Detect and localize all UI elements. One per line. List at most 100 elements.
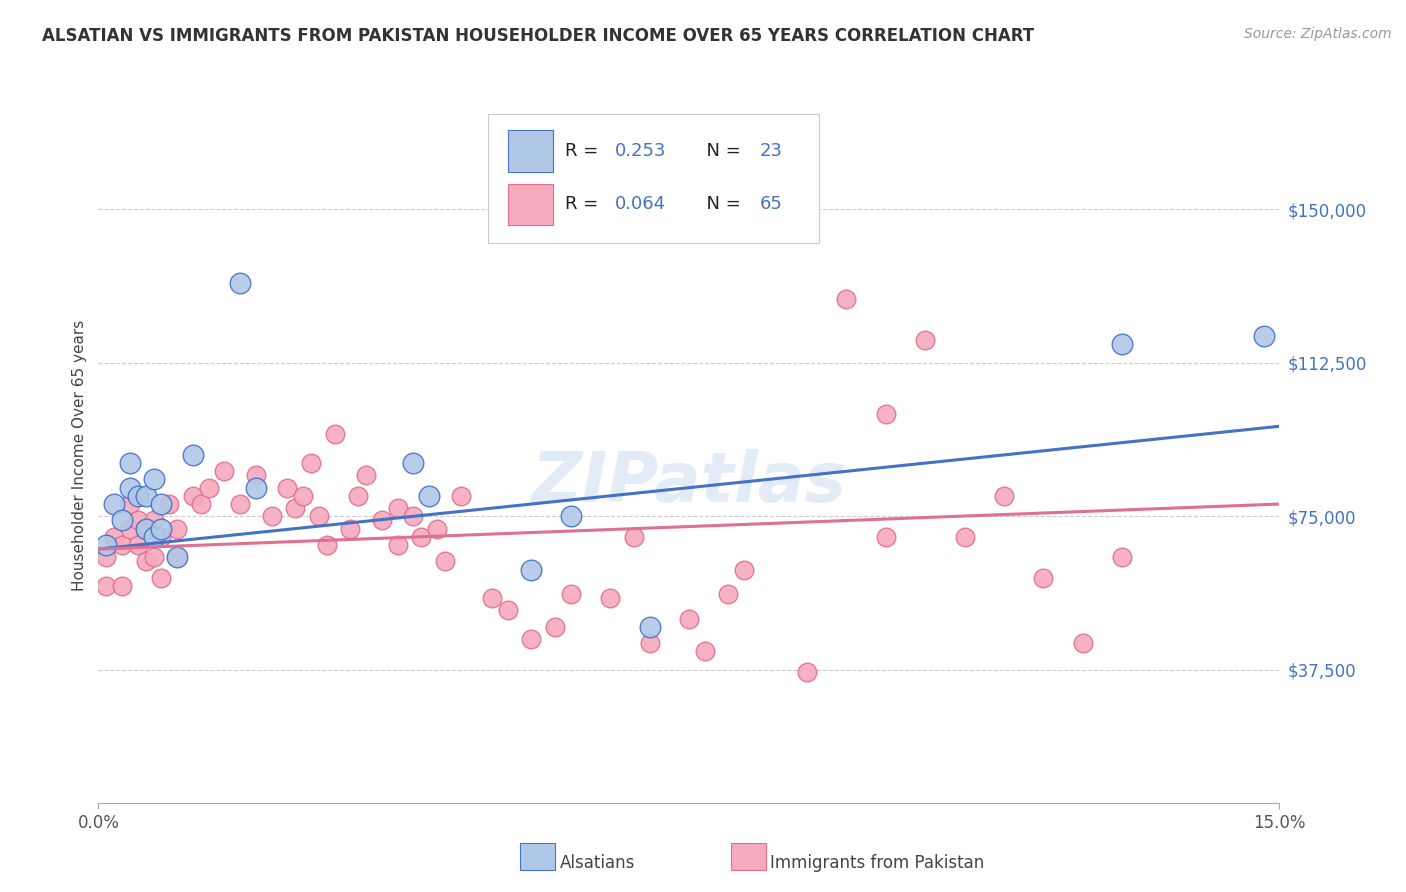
Point — [135, 554, 157, 568]
Point — [142, 530, 165, 544]
Point — [835, 293, 858, 307]
Text: Alsatians: Alsatians — [560, 854, 636, 871]
Point — [638, 620, 661, 634]
Point — [214, 464, 236, 478]
Point — [96, 538, 118, 552]
Point — [1111, 337, 1133, 351]
Point — [418, 489, 440, 503]
Point — [284, 501, 307, 516]
Point — [678, 612, 700, 626]
Point — [796, 665, 818, 679]
Text: 0.064: 0.064 — [614, 195, 665, 213]
Point — [387, 501, 409, 516]
Text: N =: N = — [695, 142, 747, 160]
Point — [260, 509, 283, 524]
Point — [127, 538, 149, 552]
Point — [245, 468, 267, 483]
Point — [229, 497, 252, 511]
Point — [339, 522, 361, 536]
Point — [103, 530, 125, 544]
Point — [135, 522, 157, 536]
Point — [599, 591, 621, 606]
Point — [717, 587, 740, 601]
Point — [1032, 571, 1054, 585]
Point — [1111, 550, 1133, 565]
Point — [638, 636, 661, 650]
Point — [245, 481, 267, 495]
Point — [387, 538, 409, 552]
Text: N =: N = — [695, 195, 747, 213]
Point — [118, 497, 141, 511]
Point — [181, 448, 204, 462]
Point — [111, 538, 134, 552]
Point — [520, 632, 543, 646]
Point — [520, 562, 543, 576]
Point — [157, 497, 180, 511]
Point — [118, 522, 141, 536]
Point — [347, 489, 370, 503]
Point — [450, 489, 472, 503]
Bar — [508, 130, 553, 172]
Text: R =: R = — [565, 142, 605, 160]
Point — [166, 550, 188, 565]
Point — [150, 497, 173, 511]
Point — [323, 427, 346, 442]
Text: Immigrants from Pakistan: Immigrants from Pakistan — [770, 854, 984, 871]
Point — [127, 489, 149, 503]
Point — [411, 530, 433, 544]
Point — [292, 489, 315, 503]
Text: R =: R = — [565, 195, 605, 213]
Point — [875, 530, 897, 544]
Y-axis label: Householder Income Over 65 years: Householder Income Over 65 years — [72, 319, 87, 591]
Point — [433, 554, 456, 568]
Point — [190, 497, 212, 511]
Text: Source: ZipAtlas.com: Source: ZipAtlas.com — [1244, 27, 1392, 41]
Point — [733, 562, 755, 576]
Point — [953, 530, 976, 544]
Point — [96, 550, 118, 565]
Point — [371, 513, 394, 527]
Point — [150, 530, 173, 544]
Point — [150, 571, 173, 585]
Point — [623, 530, 645, 544]
Point — [96, 579, 118, 593]
Point — [276, 481, 298, 495]
Text: ZIPatlas: ZIPatlas — [531, 450, 846, 516]
Text: 0.253: 0.253 — [614, 142, 666, 160]
Point — [560, 509, 582, 524]
Point — [560, 587, 582, 601]
Point — [142, 473, 165, 487]
Point — [142, 513, 165, 527]
Point — [875, 407, 897, 421]
Point — [118, 456, 141, 470]
Point — [1071, 636, 1094, 650]
Point — [354, 468, 377, 483]
Point — [103, 497, 125, 511]
FancyBboxPatch shape — [488, 114, 818, 243]
Point — [111, 579, 134, 593]
Point — [496, 603, 519, 617]
Point — [118, 481, 141, 495]
Point — [197, 481, 219, 495]
Point — [315, 538, 337, 552]
Point — [229, 276, 252, 290]
Text: ALSATIAN VS IMMIGRANTS FROM PAKISTAN HOUSEHOLDER INCOME OVER 65 YEARS CORRELATIO: ALSATIAN VS IMMIGRANTS FROM PAKISTAN HOU… — [42, 27, 1035, 45]
Point — [135, 522, 157, 536]
Point — [402, 456, 425, 470]
Text: 65: 65 — [759, 195, 783, 213]
Text: 23: 23 — [759, 142, 783, 160]
Point — [544, 620, 567, 634]
Point — [1253, 329, 1275, 343]
Bar — [508, 184, 553, 226]
Point — [127, 513, 149, 527]
Point — [308, 509, 330, 524]
Point — [135, 489, 157, 503]
Point — [993, 489, 1015, 503]
Point — [150, 522, 173, 536]
Point — [166, 522, 188, 536]
Point — [402, 509, 425, 524]
Point — [166, 550, 188, 565]
Point — [693, 644, 716, 658]
Point — [426, 522, 449, 536]
Point — [111, 513, 134, 527]
